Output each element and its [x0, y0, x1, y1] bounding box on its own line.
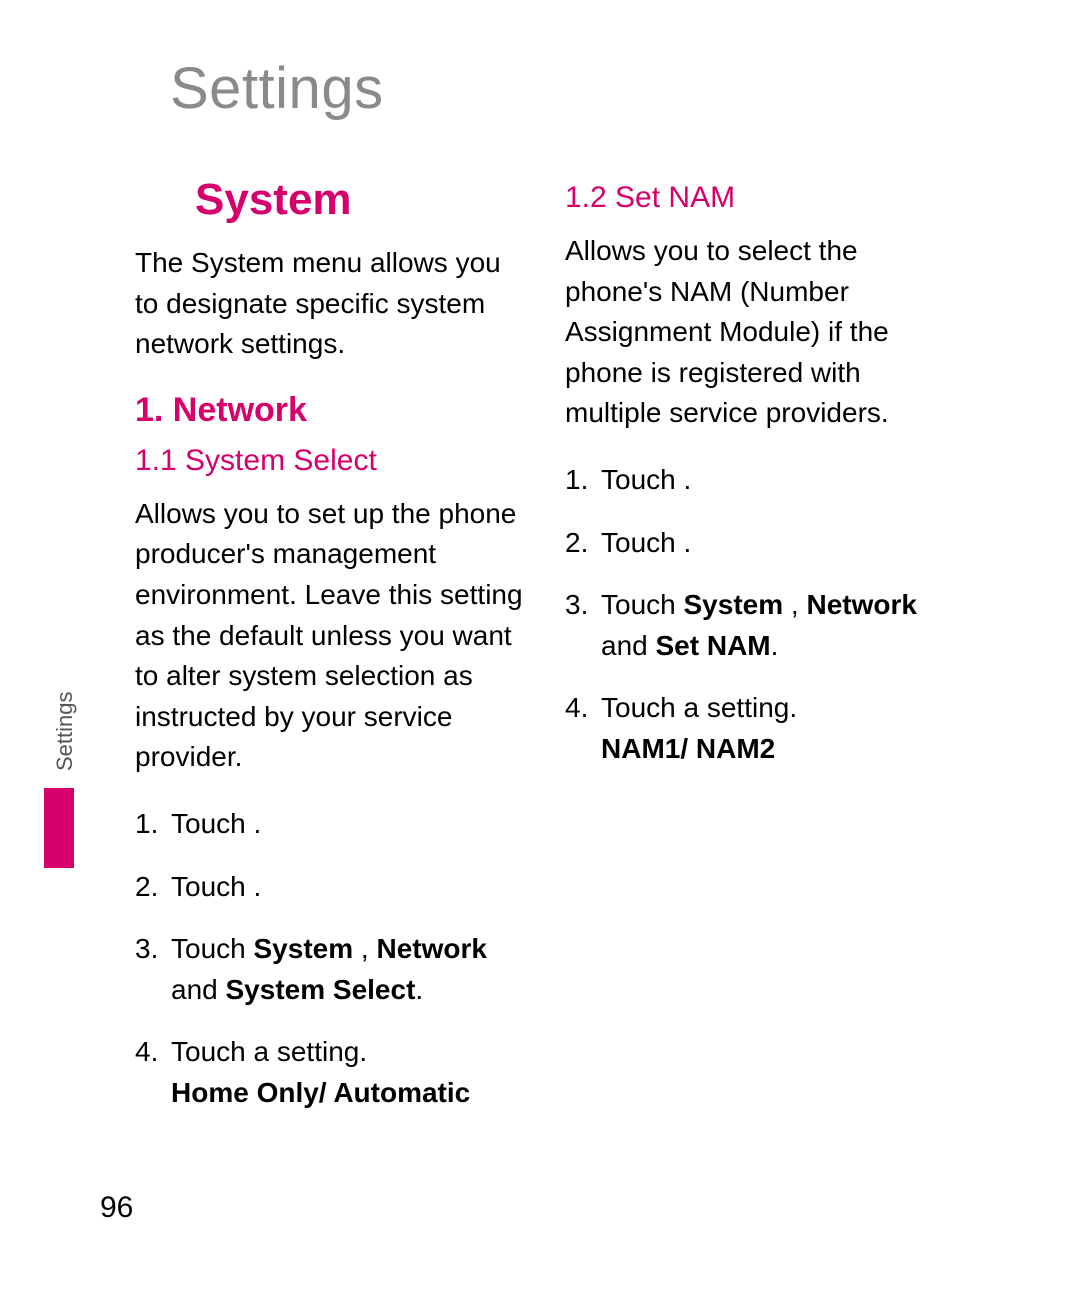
- step-4: Touch a setting. Home Only/ Automatic: [135, 1032, 530, 1113]
- system-intro: The System menu allows you to designate …: [135, 243, 530, 365]
- step-3-text: Touch: [171, 933, 254, 964]
- side-tab-label: Settings: [44, 676, 86, 786]
- step-3-end: .: [771, 630, 779, 661]
- step-3-gap: ,: [353, 933, 376, 964]
- right-column: 1.2 Set NAM Allows you to select the pho…: [565, 175, 960, 792]
- step-1: Touch .: [565, 460, 960, 501]
- step-3-end: .: [415, 974, 423, 1005]
- step-3-bold-system: System: [254, 933, 354, 964]
- page-title: Settings: [170, 55, 384, 122]
- left-column: System The System menu allows you to des…: [135, 175, 530, 1136]
- system-select-steps: Touch . Touch . Touch System , Network a…: [135, 804, 530, 1114]
- heading-system-select: 1.1 System Select: [135, 444, 530, 478]
- heading-set-nam: 1.2 Set NAM: [565, 181, 960, 215]
- step-3-text: Touch: [601, 589, 684, 620]
- step-3: Touch System , Network and Set NAM.: [565, 585, 960, 666]
- step-3-gap: ,: [783, 589, 806, 620]
- step-3-bold-network: Network: [376, 933, 486, 964]
- step-4-bold: NAM1/ NAM2: [601, 733, 775, 764]
- step-3: Touch System , Network and System Select…: [135, 929, 530, 1010]
- set-nam-desc: Allows you to select the phone's NAM (Nu…: [565, 231, 960, 434]
- set-nam-steps: Touch . Touch . Touch System , Network a…: [565, 460, 960, 770]
- step-3-bold-network: Network: [806, 589, 916, 620]
- step-4-bold: Home Only/ Automatic: [171, 1077, 470, 1108]
- step-3-and: and: [171, 974, 226, 1005]
- step-4-line1: Touch a setting.: [601, 692, 797, 723]
- step-2: Touch .: [135, 867, 530, 908]
- step-1: Touch .: [135, 804, 530, 845]
- step-3-bold-system-select: System Select: [226, 974, 416, 1005]
- side-tab-accent-bar: [44, 788, 74, 868]
- heading-system: System: [195, 175, 530, 225]
- heading-network: 1. Network: [135, 391, 530, 430]
- system-select-desc: Allows you to set up the phone producer'…: [135, 494, 530, 778]
- page-number: 96: [100, 1191, 133, 1225]
- step-2: Touch .: [565, 523, 960, 564]
- step-4-line1: Touch a setting.: [171, 1036, 367, 1067]
- step-3-and: and: [601, 630, 656, 661]
- side-tab: Settings: [44, 676, 86, 876]
- step-3-bold-set-nam: Set NAM: [656, 630, 771, 661]
- step-3-bold-system: System: [684, 589, 784, 620]
- step-4: Touch a setting. NAM1/ NAM2: [565, 688, 960, 769]
